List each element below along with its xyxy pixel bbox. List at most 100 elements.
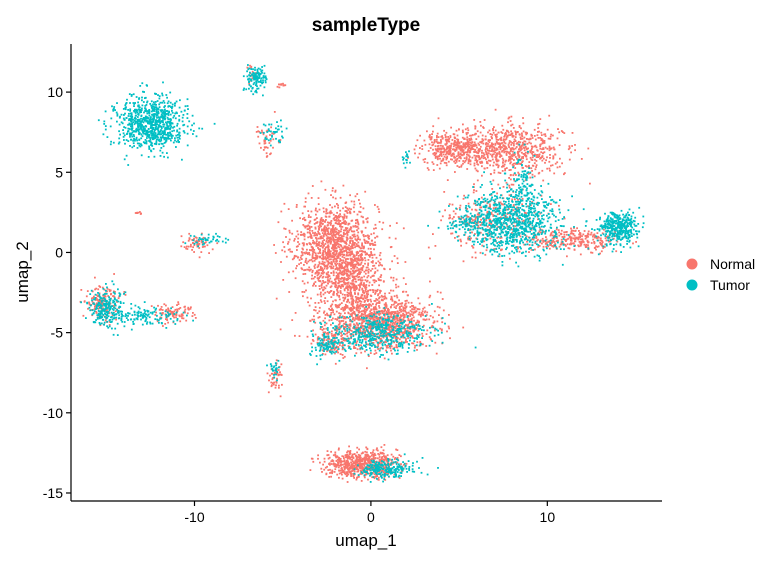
data-point xyxy=(447,136,449,138)
data-point xyxy=(366,234,369,237)
data-point xyxy=(522,122,525,125)
data-point xyxy=(297,233,300,236)
data-point xyxy=(368,255,371,258)
data-point xyxy=(325,226,327,229)
data-point xyxy=(399,316,401,319)
data-point xyxy=(339,220,342,222)
data-point xyxy=(370,313,373,316)
data-point xyxy=(534,168,537,171)
data-point xyxy=(418,311,421,314)
data-point xyxy=(364,286,366,289)
data-point xyxy=(355,465,358,467)
data-point xyxy=(496,148,499,151)
data-point xyxy=(341,345,344,347)
data-point xyxy=(388,292,391,294)
data-point xyxy=(351,309,354,311)
data-point xyxy=(390,289,392,292)
data-point xyxy=(486,211,489,214)
data-point xyxy=(319,265,322,268)
data-point xyxy=(322,235,325,238)
data-point xyxy=(428,135,431,138)
data-point xyxy=(343,270,345,273)
data-point xyxy=(347,450,349,453)
data-point xyxy=(558,165,561,168)
data-point xyxy=(526,165,528,168)
data-point xyxy=(474,127,477,130)
data-point xyxy=(401,302,404,304)
data-point xyxy=(376,299,379,301)
data-point xyxy=(425,333,428,335)
data-point xyxy=(350,335,352,338)
data-point xyxy=(414,152,416,155)
data-point xyxy=(287,208,290,210)
data-point xyxy=(284,228,287,230)
data-point xyxy=(334,280,337,283)
data-point xyxy=(358,270,361,273)
data-point xyxy=(352,279,354,281)
data-point xyxy=(503,141,506,144)
data-point xyxy=(369,303,372,306)
data-point xyxy=(400,318,403,321)
data-point xyxy=(473,202,476,205)
data-point xyxy=(502,128,505,131)
data-point xyxy=(321,471,323,473)
data-point xyxy=(347,222,350,225)
data-point xyxy=(319,221,321,224)
data-point xyxy=(535,160,538,162)
data-point xyxy=(441,321,444,324)
data-point xyxy=(351,243,354,246)
data-point xyxy=(340,249,343,251)
data-point xyxy=(332,224,335,227)
data-point xyxy=(364,333,366,336)
data-point xyxy=(346,462,348,465)
data-point xyxy=(440,317,443,320)
data-point xyxy=(390,298,392,301)
data-point xyxy=(368,324,371,327)
data-point xyxy=(330,280,333,283)
data-point xyxy=(391,312,394,315)
data-point xyxy=(330,475,332,478)
data-point xyxy=(362,289,365,292)
data-point xyxy=(308,225,311,228)
data-point xyxy=(361,319,364,321)
data-point xyxy=(332,293,335,296)
data-point xyxy=(367,355,370,357)
data-point xyxy=(471,208,473,211)
data-point xyxy=(379,312,382,315)
data-point xyxy=(321,282,324,285)
data-point xyxy=(350,456,353,458)
data-point xyxy=(425,345,428,347)
data-point xyxy=(340,461,342,464)
data-point xyxy=(375,468,377,471)
data-point xyxy=(529,150,532,152)
data-point xyxy=(499,147,502,150)
data-point xyxy=(428,143,431,146)
data-point xyxy=(358,460,360,463)
data-point xyxy=(295,206,298,208)
data-point xyxy=(505,133,507,136)
data-point xyxy=(359,299,361,302)
data-point xyxy=(376,288,379,291)
data-point xyxy=(351,465,353,468)
data-point xyxy=(337,282,340,284)
data-point xyxy=(337,346,340,348)
data-point xyxy=(398,326,401,329)
data-point xyxy=(464,144,466,147)
data-point xyxy=(369,294,372,297)
data-point xyxy=(330,272,333,274)
data-point xyxy=(448,314,450,316)
data-point xyxy=(521,137,524,140)
data-point xyxy=(340,271,343,274)
data-point xyxy=(354,459,357,462)
data-point xyxy=(463,153,465,156)
data-point xyxy=(448,327,450,330)
data-point xyxy=(363,275,366,278)
data-point xyxy=(362,265,365,268)
data-point xyxy=(324,265,327,268)
data-point xyxy=(522,117,524,119)
data-point xyxy=(394,457,397,459)
data-point xyxy=(378,342,381,345)
data-point xyxy=(431,133,433,135)
data-point xyxy=(322,258,325,261)
data-point xyxy=(376,312,378,315)
